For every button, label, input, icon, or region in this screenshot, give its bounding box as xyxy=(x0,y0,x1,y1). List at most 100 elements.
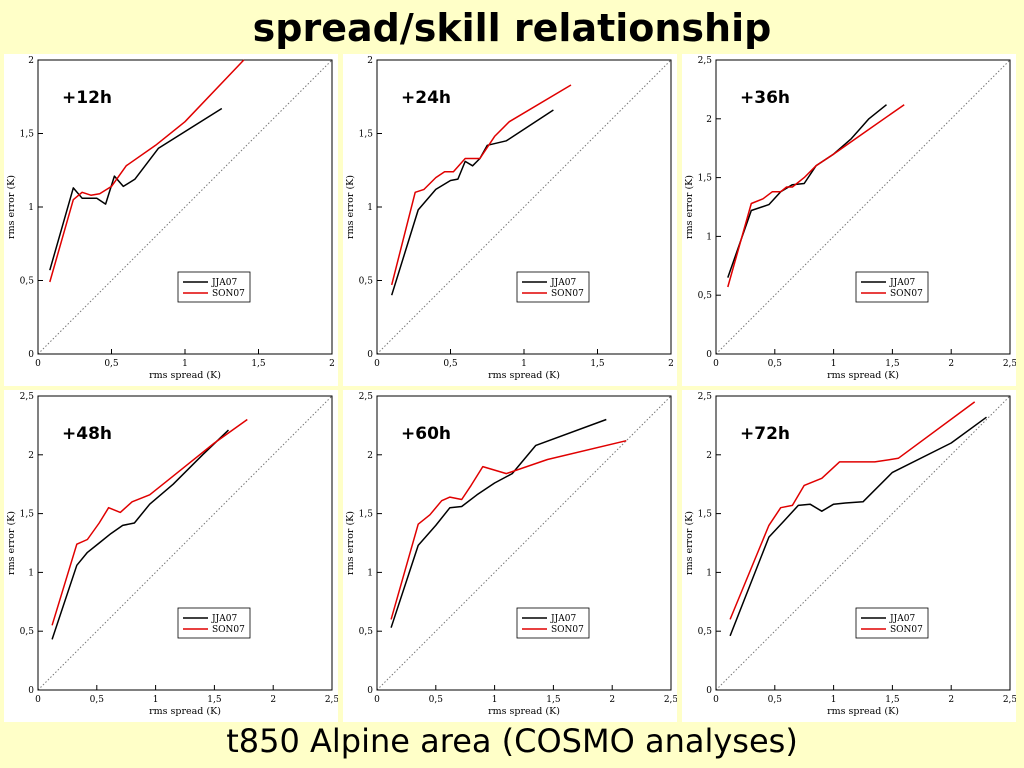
series-line-son07 xyxy=(49,59,245,283)
y-axis-label: rms error (K) xyxy=(345,175,356,239)
y-tick-label: 2,5 xyxy=(698,56,713,66)
plot-frame xyxy=(715,395,1011,691)
x-tick-label: 1 xyxy=(182,359,188,369)
legend-label: SON07 xyxy=(551,289,584,299)
legend-box xyxy=(855,271,929,303)
series-line-son07 xyxy=(390,84,572,286)
legend-label: JJA07 xyxy=(211,278,237,288)
legend-box xyxy=(177,607,251,639)
plot-frame xyxy=(376,395,672,691)
plot-frame xyxy=(37,395,333,691)
y-tick-label: 0 xyxy=(706,686,712,696)
y-tick-label: 1 xyxy=(367,203,373,213)
series-line-son07 xyxy=(729,401,976,620)
chart-svg: 0 0,5 1 1,5 2 2,5 0 0,5 1 1,5 2 2,5 rms spread (K) rm… xyxy=(684,392,1016,717)
y-tick-label: 0,5 xyxy=(359,627,374,637)
y-tick-label: 2,5 xyxy=(698,392,713,402)
y-tick-label: 1,5 xyxy=(359,130,374,140)
y-tick-label: 0 xyxy=(367,686,373,696)
x-tick-label: 2 xyxy=(948,359,954,369)
diagonal-reference-line xyxy=(715,59,1011,355)
lead-time-label: +12h xyxy=(62,88,112,108)
x-tick-label: 0 xyxy=(374,695,380,705)
y-tick-label: 2 xyxy=(28,451,34,461)
y-tick-label: 0 xyxy=(28,350,34,360)
x-tick-label: 2 xyxy=(329,359,335,369)
legend-box xyxy=(516,607,590,639)
lead-time-label: +60h xyxy=(401,424,451,444)
y-tick-label: 0 xyxy=(706,350,712,360)
series-line-jja07 xyxy=(51,429,230,640)
y-tick-label: 1,5 xyxy=(698,174,713,184)
x-tick-label: 0,5 xyxy=(104,359,119,369)
diagonal-reference-line xyxy=(715,395,1011,691)
legend-label: SON07 xyxy=(890,625,923,635)
x-tick-label: 1,5 xyxy=(885,359,900,369)
diagonal-reference-line xyxy=(37,59,333,355)
x-tick-label: 2 xyxy=(609,695,615,705)
legend-label: JJA07 xyxy=(889,278,915,288)
series-line-son07 xyxy=(390,439,627,620)
lead-time-label: +36h xyxy=(740,88,790,108)
chart-svg: 0 0,5 1 1,5 2 0 0,5 1 1,5 2 rms spread (K) rms erro… xyxy=(6,56,335,381)
x-axis-label: rms spread (K) xyxy=(149,370,221,381)
chart-panel-24h: 0 0,5 1 1,5 2 0 0,5 1 1,5 2 rms spread (K) rms erro… xyxy=(343,54,677,386)
slide-title: spread/skill relationship xyxy=(252,6,772,50)
chart-panel-12h: 0 0,5 1 1,5 2 0 0,5 1 1,5 2 rms spread (K) rms erro… xyxy=(4,54,338,386)
legend-box xyxy=(177,271,251,303)
y-tick-label: 1 xyxy=(706,232,712,242)
series-line-jja07 xyxy=(729,416,987,637)
chart-panel-60h: 0 0,5 1 1,5 2 2,5 0 0,5 1 1,5 2 2,5 rms spread (K) rm… xyxy=(343,390,677,722)
x-tick-label: 2 xyxy=(668,359,674,369)
y-tick-label: 1 xyxy=(706,568,712,578)
y-tick-label: 2 xyxy=(367,451,373,461)
series-line-son07 xyxy=(727,104,905,288)
lead-time-label: +24h xyxy=(401,88,451,108)
y-axis-label: rms error (K) xyxy=(684,511,695,575)
x-tick-label: 0,5 xyxy=(768,695,783,705)
legend-label: JJA07 xyxy=(550,278,576,288)
y-tick-label: 0,5 xyxy=(20,627,35,637)
x-tick-label: 1 xyxy=(521,359,527,369)
x-tick-label: 0 xyxy=(35,695,41,705)
x-axis-label: rms spread (K) xyxy=(488,370,560,381)
x-tick-label: 2,5 xyxy=(664,695,677,705)
legend-label: JJA07 xyxy=(889,614,915,624)
chart-panel-72h: 0 0,5 1 1,5 2 2,5 0 0,5 1 1,5 2 2,5 rms spread (K) rm… xyxy=(682,390,1016,722)
x-tick-label: 1 xyxy=(831,359,837,369)
x-tick-label: 1 xyxy=(492,695,498,705)
y-tick-label: 1,5 xyxy=(359,510,374,520)
series-line-jja07 xyxy=(49,107,223,271)
series-line-jja07 xyxy=(390,418,607,628)
x-tick-label: 2 xyxy=(948,695,954,705)
legend-label: JJA07 xyxy=(550,614,576,624)
y-tick-label: 1,5 xyxy=(20,130,35,140)
x-tick-label: 0 xyxy=(374,359,380,369)
y-tick-label: 2 xyxy=(28,56,34,66)
series-line-jja07 xyxy=(390,109,554,296)
y-tick-label: 0,5 xyxy=(698,627,713,637)
chart-panel-36h: 0 0,5 1 1,5 2 2,5 0 0,5 1 1,5 2 2,5 rms spread (K) rm… xyxy=(682,54,1016,386)
slide-subtitle: t850 Alpine area (COSMO analyses) xyxy=(226,722,798,760)
legend-label: SON07 xyxy=(551,625,584,635)
y-tick-label: 1 xyxy=(367,568,373,578)
x-tick-label: 0,5 xyxy=(429,695,444,705)
x-tick-label: 0,5 xyxy=(768,359,783,369)
y-tick-label: 1 xyxy=(28,568,34,578)
y-tick-label: 2 xyxy=(706,451,712,461)
lead-time-label: +72h xyxy=(740,424,790,444)
y-tick-label: 2,5 xyxy=(20,392,35,402)
chart-panel-48h: 0 0,5 1 1,5 2 2,5 0 0,5 1 1,5 2 2,5 rms spread (K) rm… xyxy=(4,390,338,722)
series-line-son07 xyxy=(51,418,248,626)
lead-time-label: +48h xyxy=(62,424,112,444)
y-tick-label: 2 xyxy=(706,115,712,125)
chart-svg: 0 0,5 1 1,5 2 2,5 0 0,5 1 1,5 2 2,5 rms spread (K) rm… xyxy=(6,392,338,717)
x-tick-label: 0 xyxy=(713,359,719,369)
x-axis-label: rms spread (K) xyxy=(149,706,221,717)
chart-svg: 0 0,5 1 1,5 2 2,5 0 0,5 1 1,5 2 2,5 rms spread (K) rm… xyxy=(684,56,1016,381)
y-tick-label: 1,5 xyxy=(698,510,713,520)
x-axis-label: rms spread (K) xyxy=(827,706,899,717)
y-tick-label: 1,5 xyxy=(20,510,35,520)
series-line-jja07 xyxy=(727,104,887,278)
x-tick-label: 1 xyxy=(831,695,837,705)
